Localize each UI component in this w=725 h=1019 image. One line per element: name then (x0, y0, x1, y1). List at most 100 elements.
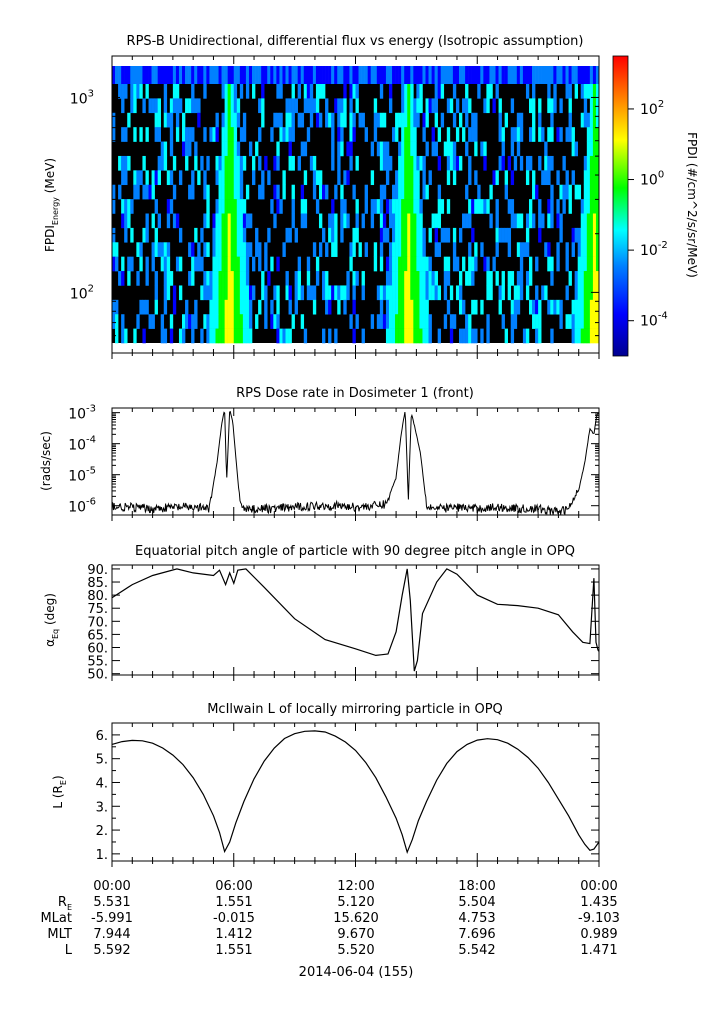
spectrogram-cell (592, 328, 597, 344)
spectrogram-cell (404, 242, 408, 257)
spectrogram-cell (291, 66, 295, 84)
spectrogram-cell (139, 127, 143, 142)
spectrogram-cell (236, 285, 241, 301)
spectrogram-cell (565, 184, 569, 200)
spectrogram-cell (446, 66, 451, 84)
colorbar-tick-label: 10-2 (640, 240, 668, 259)
spectrogram-cell (516, 141, 521, 157)
spectrogram-cell (373, 256, 378, 272)
spectrogram-cell (510, 213, 515, 229)
spectrogram-cell (379, 84, 384, 99)
spectrogram-cell (571, 314, 575, 329)
spectrogram-cell (291, 199, 295, 214)
spectrogram-cell (169, 127, 174, 142)
spectrogram-cell (416, 184, 420, 200)
ephemeris-row-label: RE (58, 895, 72, 912)
spectrogram-cell (212, 328, 216, 344)
spectrogram-cell (303, 84, 308, 99)
spectrogram-cell (206, 314, 210, 329)
spectrogram-cell (413, 213, 417, 229)
spectrogram-cell (337, 285, 341, 301)
spectrogram-cell (471, 66, 475, 84)
spectrogram-cell (532, 184, 536, 200)
spectrogram-cell (465, 213, 469, 229)
y-tick-label: 5. (96, 753, 108, 768)
spectrogram-cell (583, 184, 588, 200)
spectrogram-cell (188, 66, 192, 84)
spectrogram-cell (382, 66, 387, 84)
spectrogram-cell (489, 271, 493, 286)
spectrogram-cell (291, 127, 295, 142)
spectrogram-cell (385, 299, 390, 315)
spectrogram-cell (404, 271, 408, 286)
spectrogram-cell (285, 66, 289, 84)
spectrogram-cell (182, 112, 186, 128)
spectrogram-cell (118, 84, 122, 99)
spectrogram-cell (428, 98, 432, 114)
spectrogram-cell (513, 314, 518, 329)
spectrogram-cell (288, 328, 292, 344)
spectrogram-cell (592, 242, 597, 257)
spectrogram-cell (419, 84, 423, 99)
spectrogram-cell (538, 227, 542, 243)
spectrogram-cell (206, 213, 210, 229)
spectrogram-cell (352, 299, 356, 315)
spectrogram-cell (401, 271, 405, 286)
spectrogram-cell (586, 112, 591, 128)
spectrogram-cell (221, 213, 225, 229)
spectrogram-cell (595, 127, 600, 142)
spectrogram-cell (580, 271, 585, 286)
spectrogram-cell (595, 84, 600, 99)
spectrogram-cell (340, 66, 344, 84)
spectrogram-cell (115, 66, 119, 84)
spectrogram-cell (291, 112, 295, 128)
spectrogram-cell (425, 184, 429, 200)
spectrogram-cell (477, 184, 481, 200)
spectrogram-cell (188, 141, 192, 157)
spectrogram-cell (352, 112, 356, 128)
spectrogram-cell (510, 98, 515, 114)
spectrogram-cell (586, 271, 591, 286)
spectrogram-cell (178, 256, 183, 272)
spectrogram-cell (236, 170, 241, 186)
ephemeris-value: 0.989 (580, 927, 617, 942)
spectrogram-cell (230, 184, 235, 200)
spectrogram-cell (404, 213, 408, 229)
spectrogram-cell (209, 127, 213, 142)
spectrogram-cell (519, 66, 524, 84)
spectrogram-cell (282, 328, 286, 344)
spectrogram-cell (583, 271, 588, 286)
spectrogram-cell (483, 98, 487, 114)
y-tick-label: 90. (87, 563, 108, 578)
spectrogram-cell (258, 66, 262, 84)
spectrogram-cell (364, 127, 368, 142)
spectrogram-cell (112, 299, 116, 315)
spectrogram-cell (516, 112, 521, 128)
spectrogram-cell (528, 213, 533, 229)
spectrogram-cell (318, 170, 323, 186)
spectrogram-cell (422, 227, 426, 243)
spectrogram-cell (124, 170, 128, 186)
time-tick-label: 18:00 (458, 879, 495, 894)
spectrogram-cell (291, 98, 295, 114)
spectrogram-cell (300, 141, 305, 157)
spectrogram-cell (580, 256, 585, 272)
spectrogram-cell (218, 328, 222, 344)
spectrogram-cell (236, 155, 241, 171)
spectrogram-cell (264, 242, 268, 257)
spectrogram-cell (489, 184, 493, 200)
spectrogram-cell (343, 285, 347, 301)
spectrogram-cell (373, 66, 378, 84)
spectrogram-cell (547, 66, 551, 84)
spectrogram-cell (261, 170, 265, 186)
spectrogram-cell (474, 299, 478, 315)
spectrogram-cell (300, 314, 305, 329)
spectrogram-cell (154, 127, 158, 142)
spectrogram-cell (163, 299, 168, 315)
spectrogram-cell (282, 66, 286, 84)
spectrogram-cell (407, 199, 411, 214)
spectrogram-cell (422, 127, 426, 142)
spectrogram-cell (352, 227, 356, 243)
spectrogram-cell (349, 242, 353, 257)
spectrogram-cell (224, 84, 228, 99)
